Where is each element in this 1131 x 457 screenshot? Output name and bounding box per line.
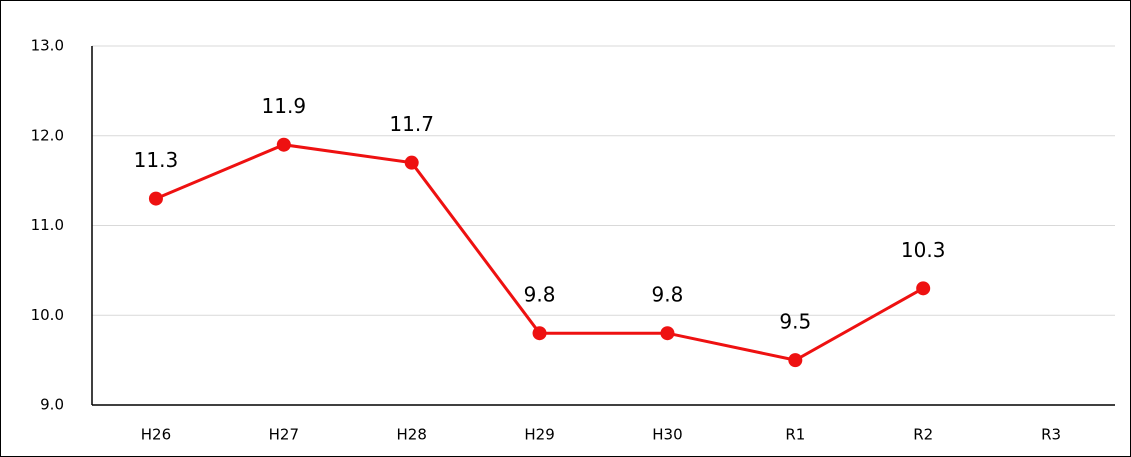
data-label: 11.3: [134, 148, 179, 172]
x-tick-label: R1: [785, 426, 805, 444]
data-label: 10.3: [901, 238, 946, 262]
data-point: [532, 326, 547, 341]
data-label: 9.8: [652, 283, 684, 307]
data-point: [788, 353, 803, 368]
data-label: 9.5: [779, 310, 811, 334]
x-tick-label: R3: [1041, 426, 1061, 444]
data-point: [916, 281, 931, 296]
y-tick-label: 12.0: [31, 126, 64, 144]
data-label: 11.7: [389, 112, 434, 136]
y-tick-label: 11.0: [31, 216, 64, 234]
data-point: [660, 326, 675, 341]
x-tick-label: H28: [397, 426, 427, 444]
data-label: 9.8: [524, 283, 556, 307]
y-tick-label: 10.0: [31, 306, 64, 324]
x-tick-label: H27: [269, 426, 299, 444]
x-tick-label: H26: [141, 426, 171, 444]
data-point: [148, 191, 163, 206]
data-label: 11.9: [262, 94, 307, 118]
x-tick-label: H29: [524, 426, 554, 444]
x-tick-label: H30: [652, 426, 682, 444]
data-point: [276, 137, 291, 152]
y-tick-label: 9.0: [40, 396, 64, 414]
x-tick-label: R2: [913, 426, 933, 444]
y-tick-label: 13.0: [31, 37, 64, 55]
data-point: [404, 155, 419, 170]
